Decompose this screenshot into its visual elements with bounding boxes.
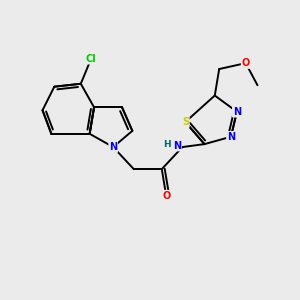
Text: O: O bbox=[162, 190, 170, 201]
Text: S: S bbox=[182, 117, 189, 127]
Text: O: O bbox=[242, 58, 250, 68]
Text: Cl: Cl bbox=[86, 54, 97, 64]
Text: N: N bbox=[109, 142, 117, 152]
Text: H: H bbox=[163, 140, 171, 149]
Text: N: N bbox=[233, 107, 241, 117]
Text: N: N bbox=[227, 132, 235, 142]
Text: N: N bbox=[173, 141, 181, 151]
